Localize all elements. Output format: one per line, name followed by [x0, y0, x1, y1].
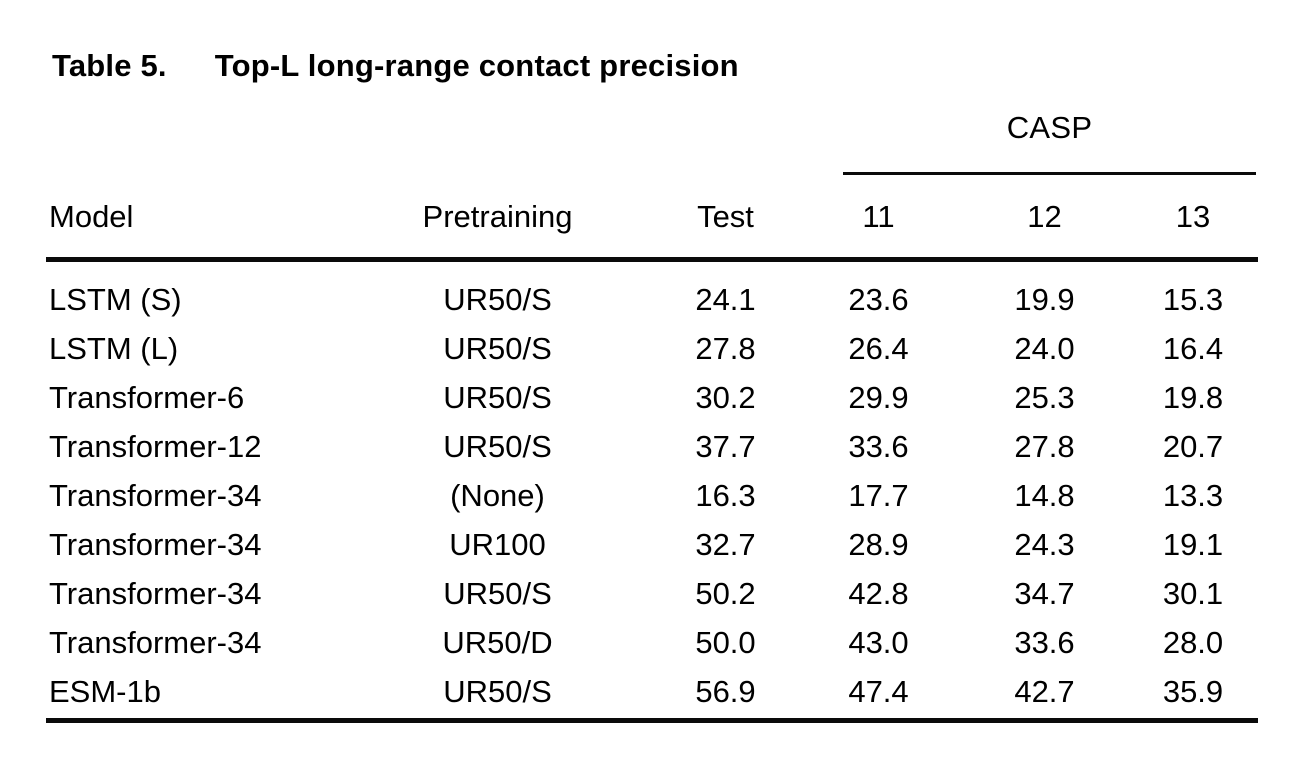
test-cell: 27.8 [695, 331, 756, 367]
test-cell: 37.7 [695, 429, 756, 465]
table-body: LSTM (S) UR50/S 24.1 23.6 19.9 15.3 LSTM… [46, 276, 1258, 716]
casp13-cell: 15.3 [1162, 282, 1224, 318]
table-row: Transformer-12 UR50/S 37.7 33.6 27.8 20.… [46, 423, 1258, 472]
model-cell: Transformer-12 [49, 429, 262, 465]
casp13-cell: 20.7 [1162, 429, 1224, 465]
casp13-cell: 19.8 [1162, 380, 1224, 416]
table-caption: Table 5. Top-L long-range contact precisi… [52, 48, 739, 84]
model-cell: Transformer-6 [49, 380, 245, 416]
pretraining-cell: UR50/S [443, 575, 552, 611]
table-number: Table 5. [52, 48, 167, 83]
test-cell: 16.3 [695, 478, 756, 513]
casp12-cell: 14.8 [1014, 478, 1075, 513]
casp11-cell: 47.4 [848, 673, 909, 709]
casp13-cell: 28.0 [1162, 624, 1224, 660]
casp12-cell: 27.8 [1014, 429, 1075, 465]
model-cell: LSTM (L) [49, 331, 179, 367]
model-cell: LSTM (S) [49, 282, 182, 318]
casp11-cell: 33.6 [848, 429, 909, 465]
model-cell: Transformer-34 [49, 526, 262, 562]
header-rule [46, 257, 1258, 262]
column-header-model: Model [49, 199, 134, 234]
casp11-cell: 17.7 [848, 478, 909, 513]
table-row: LSTM (S) UR50/S 24.1 23.6 19.9 15.3 [46, 276, 1258, 325]
casp12-cell: 33.6 [1014, 624, 1075, 660]
table-row: Transformer-34 (None) 16.3 17.7 14.8 13.… [46, 472, 1258, 521]
casp13-cell: 16.4 [1162, 331, 1224, 367]
test-cell: 50.0 [695, 624, 756, 660]
column-group-header: CASP [1006, 110, 1093, 145]
casp12-cell: 42.7 [1014, 673, 1075, 709]
table-row: Transformer-6 UR50/S 30.2 29.9 25.3 19.8 [46, 374, 1258, 423]
casp11-cell: 23.6 [848, 282, 909, 318]
table-row: Transformer-34 UR100 32.7 28.9 24.3 19.1 [46, 520, 1258, 569]
test-cell: 32.7 [695, 526, 756, 562]
column-header-pretraining: Pretraining [422, 199, 573, 234]
table-row: ESM-1b UR50/S 56.9 47.4 42.7 35.9 [46, 667, 1258, 716]
casp13-cell: 35.9 [1162, 673, 1224, 709]
table-row: Transformer-34 UR50/S 50.2 42.8 34.7 30.… [46, 569, 1258, 618]
pretraining-cell: UR50/S [443, 429, 552, 465]
casp13-cell: 30.1 [1162, 575, 1224, 611]
model-cell: Transformer-34 [49, 624, 262, 660]
model-cell: Transformer-34 [49, 478, 262, 513]
test-cell: 50.2 [695, 575, 756, 611]
pretraining-cell: UR50/S [443, 673, 552, 709]
pretraining-cell: UR50/S [443, 282, 552, 318]
pretraining-cell: UR50/S [443, 380, 552, 416]
column-group-underline [843, 172, 1256, 175]
casp13-cell: 13.3 [1162, 478, 1224, 513]
pretraining-cell: UR50/D [442, 624, 553, 660]
casp12-cell: 24.3 [1014, 526, 1075, 562]
test-cell: 30.2 [695, 380, 756, 416]
model-cell: Transformer-34 [49, 575, 262, 611]
table-header-row: Model Pretraining Test 11 12 13 [46, 196, 1258, 238]
column-header-casp11: 11 [862, 199, 895, 234]
casp13-cell: 19.1 [1162, 526, 1224, 562]
casp11-cell: 42.8 [848, 575, 909, 611]
column-header-casp13: 13 [1175, 199, 1211, 234]
column-header-casp12: 12 [1027, 199, 1062, 234]
casp12-cell: 25.3 [1014, 380, 1075, 416]
casp11-cell: 29.9 [848, 380, 909, 416]
casp12-cell: 24.0 [1014, 331, 1075, 367]
pretraining-cell: UR50/S [443, 331, 552, 367]
table-row: LSTM (L) UR50/S 27.8 26.4 24.0 16.4 [46, 325, 1258, 374]
table-row: Transformer-34 UR50/D 50.0 43.0 33.6 28.… [46, 618, 1258, 667]
casp11-cell: 26.4 [848, 331, 909, 367]
casp12-cell: 34.7 [1014, 575, 1075, 611]
pretraining-cell: UR100 [449, 526, 546, 562]
casp11-cell: 28.9 [848, 526, 909, 562]
bottom-rule [46, 718, 1258, 723]
pretraining-cell: (None) [450, 478, 545, 513]
table-title: Top-L long-range contact precision [214, 48, 739, 83]
casp12-cell: 19.9 [1014, 282, 1075, 318]
casp11-cell: 43.0 [848, 624, 909, 660]
model-cell: ESM-1b [49, 673, 161, 709]
test-cell: 24.1 [695, 282, 756, 318]
column-header-test: Test [697, 199, 754, 234]
test-cell: 56.9 [695, 673, 756, 709]
